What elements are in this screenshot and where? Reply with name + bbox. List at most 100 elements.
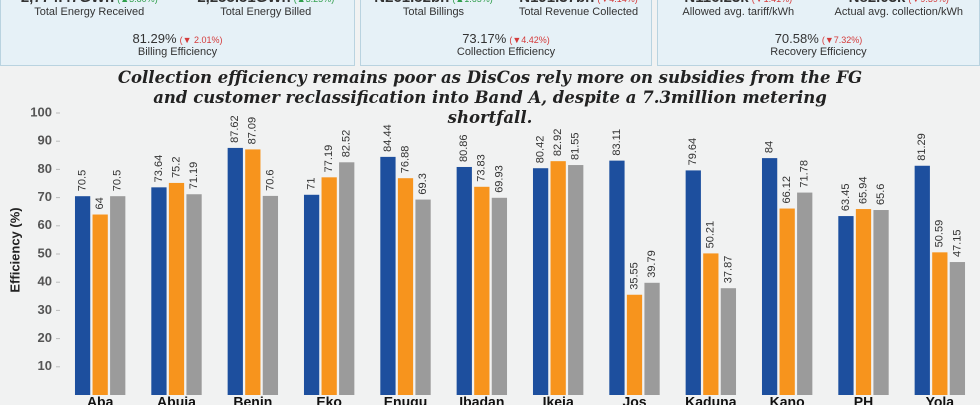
bar: [321, 177, 337, 395]
kpi-panel: 2,774.47GWh (▲3.80%)Total Energy Receive…: [0, 0, 355, 66]
efficiency-value: 70.58%: [774, 31, 819, 46]
bar: [168, 182, 185, 395]
kpi-panel: ₦116.23k (▼1.41%)Allowed avg. tariff/kWh…: [657, 0, 980, 66]
bar: [227, 147, 243, 395]
efficiency-line: 81.29% (▼ 2.01%): [1, 31, 354, 46]
value-label: 81.55: [570, 132, 582, 160]
kpi-value: 2,774.47GWh: [21, 0, 114, 6]
value-label: 35.55: [628, 262, 640, 290]
bar: [74, 196, 91, 395]
x-tick-label: Ibadan: [459, 394, 504, 405]
bar: [380, 156, 396, 395]
efficiency-label: Billing Efficiency: [137, 46, 218, 58]
kpi-value-line: 2,255.51GWh (▲3.25%): [178, 0, 355, 6]
y-tick-label: 50: [38, 245, 52, 260]
kpi-value-line: ₦82.03k (▼9.39%): [819, 0, 980, 6]
bar: [949, 262, 966, 395]
bar: [685, 170, 701, 395]
efficiency-line: 73.17% (▼4.42%): [361, 31, 651, 46]
kpi-metric: 2,774.47GWh (▲3.80%)Total Energy Receive…: [1, 0, 178, 18]
value-label: 69.3: [417, 173, 429, 194]
value-label: 87.62: [229, 115, 241, 143]
kpi-change: (▼1.41%): [752, 0, 792, 4]
kpi-change: (▼9.39%): [908, 0, 948, 4]
y-tick-label: 10: [38, 358, 52, 373]
bar: [873, 210, 889, 395]
bar: [303, 194, 320, 395]
value-label: 47.15: [951, 230, 963, 258]
value-label: 66.12: [781, 176, 793, 204]
bar: [262, 195, 279, 395]
value-label: 80.86: [458, 134, 470, 162]
x-tick-label: Abuja: [157, 394, 196, 405]
efficiency-value: 73.17%: [462, 31, 507, 46]
kpi-label: Allowed avg. tariff/kWh: [682, 6, 795, 18]
value-label: 82.52: [341, 130, 353, 158]
bar: [151, 187, 167, 395]
bar: [92, 214, 108, 395]
value-label: 73.64: [153, 155, 165, 183]
value-label: 79.64: [687, 138, 699, 166]
bar: [397, 178, 414, 395]
efficiency-change: (▼7.32%): [821, 35, 863, 45]
value-label: 69.93: [493, 165, 505, 193]
efficiency-label: Collection Efficiency: [456, 46, 556, 58]
x-tick-label: Eko: [316, 394, 342, 405]
x-tick-label: Ikeja: [543, 394, 574, 405]
efficiency-value: 81.29%: [132, 31, 177, 46]
kpi-value: ₦191.37bn: [519, 0, 594, 6]
value-label: 70.5: [112, 170, 124, 191]
kpi-metric: ₦116.23k (▼1.41%)Allowed avg. tariff/kWh: [658, 0, 819, 18]
bar: [339, 162, 355, 395]
bar: [110, 196, 126, 395]
kpi-change: (▲1.65%): [452, 0, 492, 4]
kpi-label: Actual avg. collection/kWh: [834, 6, 963, 18]
chart-title: Collection efficiency remains poor as Di…: [117, 68, 863, 127]
x-tick-label: Yola: [926, 394, 955, 405]
bar: [456, 166, 472, 395]
value-label: 37.87: [722, 256, 734, 284]
kpi-label: Total Energy Billed: [220, 6, 312, 18]
x-tick-label: Kaduna: [685, 394, 737, 405]
efficiency: 73.17% (▼4.42%) Collection Efficiency: [361, 31, 651, 58]
kpi-panel: ₦261.52bn (▲1.65%)Total Billings ₦191.37b…: [360, 0, 652, 66]
kpi-value-line: ₦116.23k (▼1.41%): [658, 0, 819, 6]
value-label: 83.11: [611, 129, 623, 156]
bar: [855, 209, 872, 395]
value-label: 50.59: [934, 220, 946, 248]
bar: [779, 208, 795, 395]
value-label: 84: [764, 141, 776, 153]
value-label: 73.83: [476, 154, 488, 182]
kpi-change: (▲3.80%): [117, 0, 157, 4]
bar: [568, 165, 584, 395]
y-tick-label: 20: [38, 330, 52, 345]
y-tick-label: 70: [38, 189, 52, 204]
kpi-metric: 2,255.51GWh (▲3.25%)Total Energy Billed: [178, 0, 355, 18]
value-label: 75.2: [170, 157, 182, 178]
y-tick-label: 80: [38, 161, 52, 176]
kpi-metric: ₦261.52bn (▲1.65%)Total Billings: [361, 0, 506, 18]
value-label: 63.45: [840, 184, 852, 212]
y-tick-label: 100: [30, 104, 52, 119]
efficiency-label: Recovery Efficiency: [770, 46, 867, 58]
bar: [761, 158, 778, 395]
bar: [644, 282, 660, 395]
value-label: 39.79: [646, 250, 658, 278]
kpi-value-line: ₦261.52bn (▲1.65%): [361, 0, 506, 6]
kpi-label: Total Energy Received: [34, 6, 145, 18]
efficiency-change: (▼ 2.01%): [179, 35, 223, 45]
bar: [838, 216, 854, 395]
kpi-value-line: 2,774.47GWh (▲3.80%): [1, 0, 178, 6]
efficiency-change: (▼4.42%): [509, 35, 550, 45]
value-label: 87.09: [247, 117, 259, 145]
bar: [415, 199, 431, 395]
bar: [550, 161, 566, 395]
bar: [532, 168, 549, 395]
kpi-value: 2,255.51GWh: [197, 0, 290, 6]
x-tick-label: Enugu: [384, 394, 428, 405]
x-tick-label: Jos: [622, 394, 646, 405]
value-label: 82.92: [552, 129, 564, 157]
bar: [186, 194, 202, 395]
x-tick-label: Aba: [87, 394, 114, 405]
